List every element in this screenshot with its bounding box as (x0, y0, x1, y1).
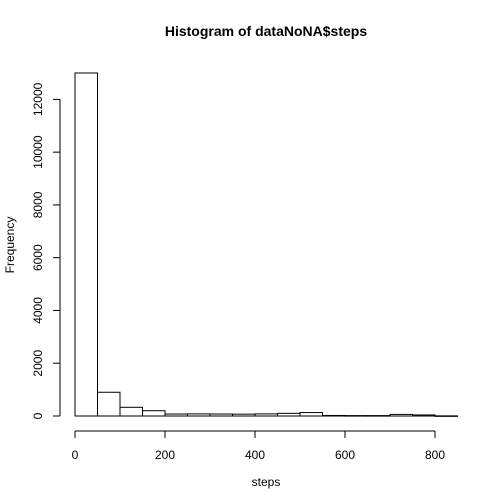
histogram-bar-7 (232, 413, 256, 417)
histogram-bar-12 (344, 415, 368, 417)
histogram-bar-14 (389, 413, 413, 417)
histogram-bar-5 (187, 413, 211, 417)
y-tick-label: 2000 (31, 350, 45, 377)
histogram-bar-16 (434, 415, 458, 417)
histogram-bar-3 (142, 410, 166, 417)
x-tick-label: 800 (425, 448, 445, 462)
histogram-bar-9 (277, 412, 301, 417)
histogram-bars (74, 72, 458, 417)
histogram-bar-4 (164, 413, 188, 417)
histogram-bar-8 (254, 413, 278, 417)
histogram-bar-1 (97, 391, 121, 417)
y-tick-label: 8000 (31, 191, 45, 218)
y-tick-label: 12000 (31, 82, 45, 116)
y-tick-label: 10000 (31, 135, 45, 169)
histogram-bar-15 (412, 414, 436, 417)
y-tick-label: 0 (31, 412, 45, 419)
histogram-bar-11 (322, 414, 346, 417)
histogram-bar-6 (209, 413, 233, 417)
histogram-bar-13 (367, 415, 391, 417)
x-tick-label: 0 (72, 448, 79, 462)
x-tick-label: 400 (245, 448, 265, 462)
y-axis-label: Frequency (3, 217, 17, 274)
x-tick-label: 200 (155, 448, 175, 462)
x-tick-label: 600 (335, 448, 355, 462)
x-axis: 0 200 400 600 800 (72, 430, 445, 462)
histogram-bar-2 (119, 406, 143, 417)
y-tick-label: 4000 (31, 297, 45, 324)
histogram-bar-10 (299, 412, 323, 417)
chart-title: Histogram of dataNoNA$steps (165, 23, 367, 39)
y-axis: 0 2000 4000 6000 8000 10000 12000 (31, 82, 61, 419)
x-axis-label: steps (252, 475, 281, 489)
y-tick-label: 6000 (31, 244, 45, 271)
histogram-bar-0 (74, 72, 98, 417)
